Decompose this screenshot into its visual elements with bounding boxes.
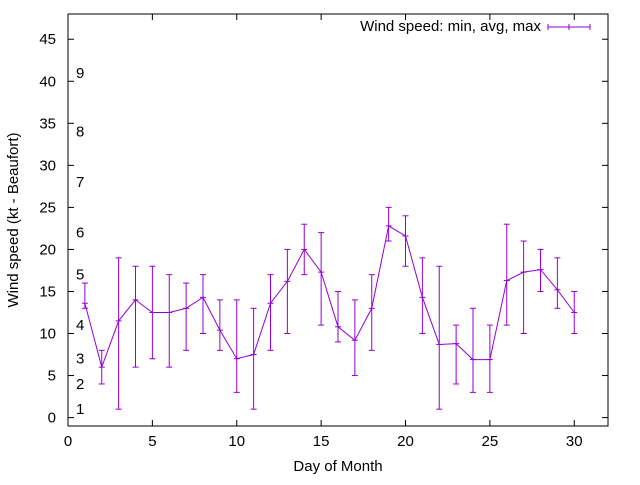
x-tick-label: 10 <box>228 433 245 450</box>
beaufort-label: 1 <box>76 401 84 418</box>
legend: Wind speed: min, avg, max <box>360 18 591 35</box>
y-tick-label: 40 <box>39 73 56 90</box>
y-tick-label: 45 <box>39 31 56 48</box>
y-tick-label: 20 <box>39 241 56 258</box>
beaufort-label: 9 <box>76 65 84 82</box>
y-tick-label: 5 <box>48 368 56 385</box>
beaufort-label: 5 <box>76 267 84 284</box>
legend-label: Wind speed: min, avg, max <box>360 18 541 35</box>
y-tick-label: 10 <box>39 326 56 343</box>
beaufort-label: 2 <box>76 376 84 393</box>
y-tick-label: 0 <box>48 410 56 427</box>
x-axis-title: Day of Month <box>293 458 382 475</box>
series-line <box>84 225 575 369</box>
beaufort-label: 7 <box>76 174 84 191</box>
beaufort-label: 4 <box>76 317 84 334</box>
beaufort-label: 3 <box>76 351 84 368</box>
plot-frame <box>67 13 609 427</box>
x-tick-label: 15 <box>313 433 330 450</box>
y-axis-title: Wind speed (kt - Beaufort) <box>5 132 22 307</box>
beaufort-label: 6 <box>76 225 84 242</box>
beaufort-label: 8 <box>76 124 84 141</box>
y-tick-label: 35 <box>39 115 56 132</box>
x-tick-label: 20 <box>397 433 414 450</box>
data-group <box>81 206 578 410</box>
y-tick-label: 15 <box>39 283 56 300</box>
y-tick-label: 25 <box>39 199 56 216</box>
x-tick-label: 5 <box>148 433 156 450</box>
x-tick-label: 0 <box>64 433 72 450</box>
y-tick-label: 30 <box>39 157 56 174</box>
x-tick-label: 30 <box>566 433 583 450</box>
x-tick-label: 25 <box>482 433 499 450</box>
